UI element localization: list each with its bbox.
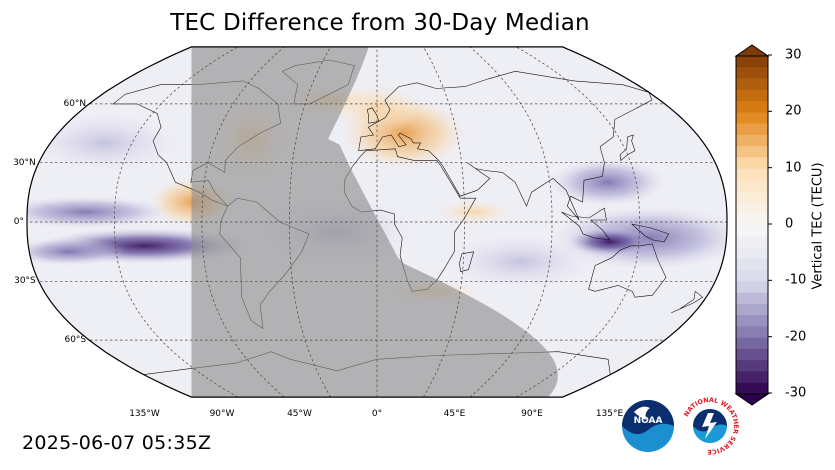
tec-anomaly-blob	[549, 158, 666, 207]
colorbar-swatch	[736, 371, 768, 384]
colorbar-swatch	[736, 326, 768, 339]
world-map	[26, 46, 728, 398]
colorbar-swatch	[736, 157, 768, 170]
continent-britain	[366, 107, 380, 124]
colorbar-swatch	[736, 101, 768, 113]
colorbar-swatch	[736, 78, 768, 91]
colorbar-swatch	[736, 56, 768, 68]
colorbar-tick-label: -30	[785, 385, 807, 401]
latitude-label: 60°S	[64, 335, 87, 346]
continent-africa	[343, 148, 477, 292]
chart-title: TEC Difference from 30-Day Median	[170, 10, 590, 36]
longitude-label: 0°	[371, 409, 383, 419]
latitude-label: 30°S	[14, 276, 36, 287]
colorbar-swatch	[736, 168, 768, 181]
tec-anomaly-blob	[27, 237, 127, 266]
colorbar-swatch	[736, 247, 768, 260]
colorbar-swatch	[736, 270, 768, 282]
colorbar-tick-label: 10	[785, 160, 802, 176]
colorbar-swatch	[736, 123, 768, 136]
longitude-label: 135°W	[129, 409, 160, 419]
meridian-line	[515, 46, 640, 398]
colorbar-extend-top	[734, 44, 770, 57]
continent-indonesia	[561, 207, 611, 241]
colorbar-swatch	[736, 315, 768, 327]
colorbar-swatch	[736, 67, 768, 80]
colorbar-tick-label: 0	[785, 216, 794, 232]
continent-new-zealand	[671, 291, 704, 314]
colorbar-swatch	[736, 337, 768, 350]
latitude-label: 60°N	[63, 98, 87, 109]
colorbar-tick-label: 20	[785, 103, 802, 119]
colorbar-swatch	[736, 146, 768, 158]
longitude-label: 90°W	[209, 409, 235, 419]
colorbar-swatch	[736, 191, 768, 204]
colorbar-swatch	[736, 89, 768, 102]
colorbar-tick-label: -20	[785, 329, 807, 345]
colorbar-swatch	[736, 179, 768, 192]
colorbar-frame	[735, 55, 769, 395]
colorbar-swatch	[736, 134, 768, 147]
longitude-label: 45°E	[443, 409, 466, 419]
map-outline	[26, 46, 728, 398]
tec-anomaly-blob	[27, 196, 173, 229]
colorbar-swatch	[736, 225, 768, 237]
colorbar-swatch	[736, 281, 768, 294]
tec-anomaly-blob	[27, 112, 183, 173]
colorbar-swatch	[736, 112, 768, 125]
colorbar-swatch	[736, 382, 768, 395]
colorbar-swatch	[736, 303, 768, 316]
colorbar-swatch	[736, 348, 768, 361]
colorbar-swatch	[736, 202, 768, 215]
colorbar-tick-label: 30	[785, 47, 802, 63]
continent-australia	[588, 243, 667, 298]
longitude-label: 90°E	[521, 409, 543, 419]
colorbar-swatch	[736, 213, 768, 226]
colorbar-extend-bottom	[734, 393, 770, 406]
svg-text:NOAA: NOAA	[634, 416, 663, 426]
tec-anomaly-blob	[443, 233, 599, 290]
tec-anomaly-blob	[435, 200, 514, 225]
continent-new-guinea	[631, 223, 669, 243]
meridian-line	[423, 46, 465, 398]
continent-eurasia	[358, 70, 653, 221]
colorbar-swatch	[736, 258, 768, 271]
nws-logo: NATIONAL WEATHER SERVICE	[682, 396, 740, 456]
timestamp: 2025-06-07 05:35Z	[22, 432, 212, 454]
colorbar-swatch	[736, 360, 768, 373]
graticule	[27, 46, 727, 398]
latitude-label: 30°N	[13, 157, 36, 168]
continent-japan	[619, 134, 636, 161]
longitude-label: 135°E	[595, 409, 624, 419]
continent-madagascar	[459, 251, 475, 272]
colorbar	[734, 44, 772, 406]
colorbar-label: Vertical TEC (TECU)	[810, 162, 826, 290]
longitude-label: 45°W	[287, 409, 312, 419]
latitude-label: 0°	[13, 217, 24, 227]
colorbar-swatch	[736, 292, 768, 305]
noaa-logo: NOAA	[622, 400, 674, 452]
colorbar-tick-label: -10	[785, 272, 807, 288]
colorbar-swatch	[736, 236, 768, 249]
